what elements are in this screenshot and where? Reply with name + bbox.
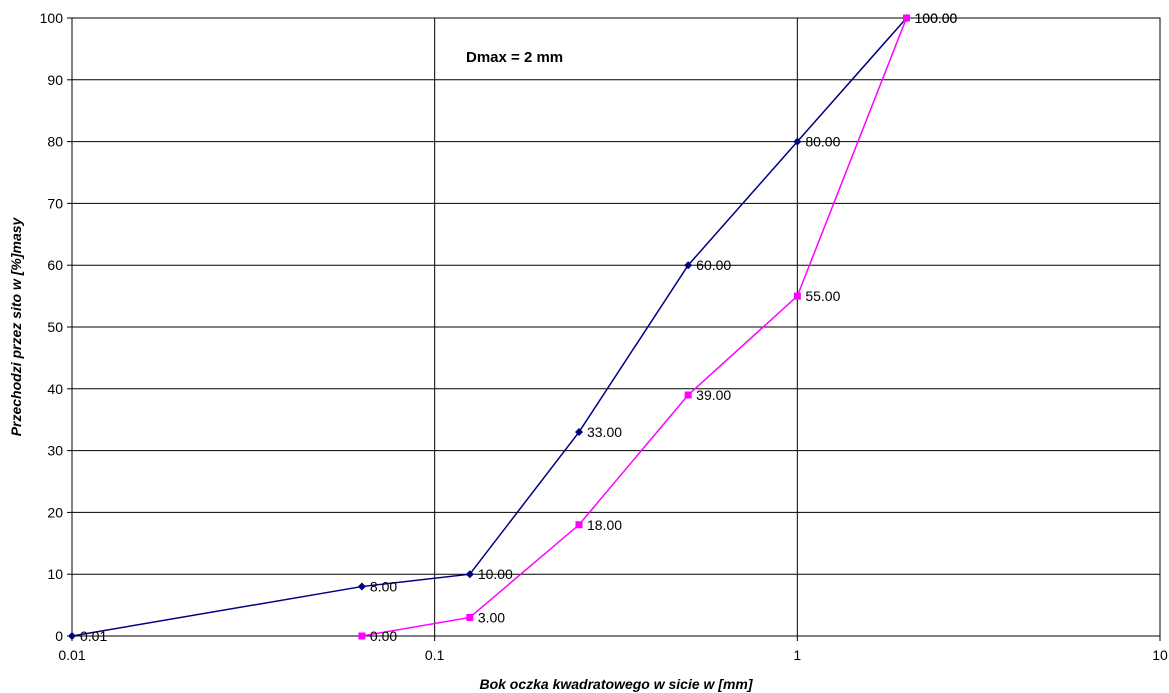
series-2-line: [361, 17, 908, 637]
series-1-point: [574, 428, 583, 437]
series-1-data-label: 33.00: [587, 424, 622, 440]
series-1-point: [465, 570, 474, 579]
x-tick-label: 0.01: [58, 647, 85, 663]
series-2-data-label: 39.00: [696, 387, 731, 403]
series-2-point: [466, 613, 474, 621]
series-1-point: [68, 632, 76, 640]
data-labels: 0.01 8.00 10.00 33.00 60.00 80.00 100.00 0.00 3.…: [80, 10, 958, 644]
y-tick-label: 10: [47, 566, 63, 582]
series-1-data-label: 60.00: [696, 257, 731, 273]
series-2-point: [793, 292, 801, 300]
y-tick-label: 70: [47, 195, 63, 211]
y-tick-label: 20: [47, 504, 63, 520]
y-tick-label: 0: [55, 628, 63, 644]
series-2-data-label: 55.00: [805, 288, 840, 304]
y-tick-labels: 0 10 20 30 40 50 60 70 80 90 100: [40, 10, 64, 644]
series-2-data-label: 18.00: [587, 517, 622, 533]
series-2-point: [358, 632, 366, 640]
series-1-point: [793, 137, 802, 146]
x-axis-title: Bok oczka kwadratowego w sicie w [mm]: [479, 676, 753, 692]
x-tick-label: 0.1: [425, 647, 445, 663]
y-tick-label: 100: [40, 10, 64, 26]
y-tick-label: 60: [47, 257, 63, 273]
series-1-data-label: 100.00: [915, 10, 958, 26]
y-axis-title: Przechodzi przez sito w [%]masy: [8, 216, 24, 436]
series-2-data-label: 100.00: [915, 10, 958, 26]
series-1-data-label: 10.00: [478, 566, 513, 582]
series-1-data-label: 80.00: [805, 134, 840, 150]
series-group: [68, 14, 911, 640]
x-tick-labels: 0.01 0.1 1 10: [58, 647, 1168, 663]
series-2-point: [684, 391, 692, 399]
series-1-data-label: 0.01: [80, 628, 107, 644]
y-tick-label: 80: [47, 134, 63, 150]
dmax-annotation: Dmax = 2 mm: [466, 49, 563, 66]
series-1-point: [684, 261, 693, 270]
y-tick-label: 50: [47, 319, 63, 335]
series-1-data-label: 8.00: [370, 579, 397, 595]
x-tick-label: 1: [793, 647, 801, 663]
x-tick-label: 10: [1152, 647, 1168, 663]
series-2-point: [903, 14, 911, 22]
grid: [67, 17, 1161, 641]
series-2-point: [575, 521, 583, 529]
series-2-data-label: 0.00: [370, 628, 397, 644]
series-1-point: [357, 582, 366, 591]
y-tick-label: 30: [47, 443, 63, 459]
y-tick-label: 40: [47, 381, 63, 397]
y-tick-label: 90: [47, 72, 63, 88]
series-2-data-label: 3.00: [478, 609, 505, 625]
